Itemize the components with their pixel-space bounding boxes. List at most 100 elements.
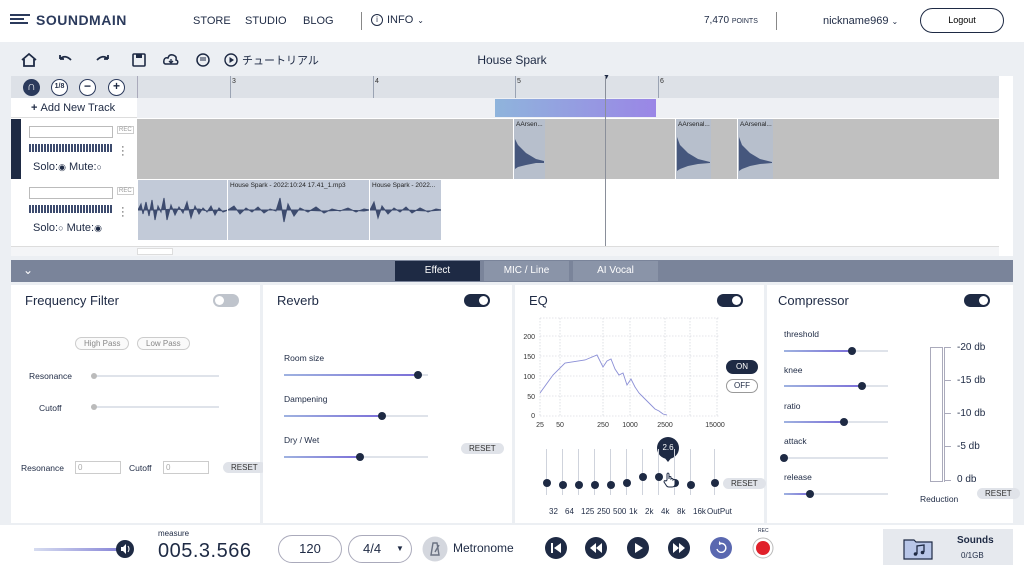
loop-lane[interactable] xyxy=(137,98,999,118)
mute-radio[interactable]: ◉ xyxy=(94,223,102,233)
eq-on-button[interactable]: ON xyxy=(726,360,758,374)
eq-band-slider[interactable] xyxy=(626,449,627,495)
magnet-icon[interactable]: ∩ xyxy=(23,79,40,96)
audio-clip[interactable]: AArsenal... xyxy=(737,119,773,179)
slider-knob[interactable] xyxy=(575,481,583,489)
slider-knob[interactable] xyxy=(806,490,814,498)
track-name-input[interactable] xyxy=(29,187,113,199)
slider-knob[interactable] xyxy=(655,473,663,481)
eq-band-slider[interactable] xyxy=(658,449,659,495)
zoom-out-button[interactable]: − xyxy=(79,79,96,96)
volume-meter[interactable] xyxy=(29,205,113,213)
time-signature-select[interactable]: 4/4 ▼ xyxy=(348,535,412,563)
freq-reset-button[interactable]: RESET xyxy=(223,462,266,473)
play-icon[interactable] xyxy=(627,537,649,559)
solo-radio[interactable]: ○ xyxy=(58,223,64,233)
compressor-reset-button[interactable]: RESET xyxy=(977,488,1020,499)
record-icon[interactable] xyxy=(752,537,774,559)
eq-band-slider[interactable] xyxy=(674,449,675,495)
metronome-icon[interactable] xyxy=(422,536,448,562)
reverb-toggle[interactable] xyxy=(464,294,490,307)
eq-reset-button[interactable]: RESET xyxy=(723,478,766,489)
slider-knob[interactable] xyxy=(91,404,97,410)
fast-forward-icon[interactable] xyxy=(668,537,690,559)
tab-effect[interactable]: Effect xyxy=(395,261,480,281)
eq-band-slider[interactable] xyxy=(610,449,611,495)
ratio-slider[interactable] xyxy=(784,418,888,426)
loop-icon[interactable] xyxy=(710,537,732,559)
eq-band-slider[interactable] xyxy=(594,449,595,495)
master-volume-slider[interactable] xyxy=(34,548,118,551)
resonance-slider[interactable] xyxy=(91,373,219,379)
attack-slider[interactable] xyxy=(780,454,888,462)
zoom-in-button[interactable]: + xyxy=(108,79,125,96)
eq-band-slider[interactable] xyxy=(562,449,563,495)
more-vertical-icon[interactable]: · · · xyxy=(121,141,125,161)
compressor-toggle[interactable] xyxy=(964,294,990,307)
tab-mic-line[interactable]: MIC / Line xyxy=(484,261,569,281)
snap-button[interactable]: 1/8 xyxy=(51,79,68,96)
nav-blog[interactable]: BLOG xyxy=(303,15,334,27)
threshold-slider[interactable] xyxy=(784,347,888,355)
release-slider[interactable] xyxy=(784,490,888,498)
home-icon[interactable] xyxy=(20,51,38,69)
undo-icon[interactable] xyxy=(56,51,74,69)
reverb-reset-button[interactable]: RESET xyxy=(461,443,504,454)
user-menu[interactable]: nickname969 ⌄ xyxy=(823,15,898,27)
cutoff-input[interactable]: 0 xyxy=(163,461,209,474)
knee-slider[interactable] xyxy=(784,382,888,390)
audio-clip[interactable]: AArsen... xyxy=(513,119,545,179)
audio-clip[interactable]: AArsenal... xyxy=(675,119,711,179)
slider-knob[interactable] xyxy=(559,481,567,489)
cutoff-slider[interactable] xyxy=(91,404,219,410)
eq-band-slider[interactable] xyxy=(546,449,547,495)
collapse-chevron-icon[interactable]: ⌄ xyxy=(23,263,34,277)
slider-knob[interactable] xyxy=(639,473,647,481)
bpm-input[interactable]: 120 xyxy=(278,535,342,563)
slider-knob[interactable] xyxy=(858,382,866,390)
logo[interactable]: SOUNDMAIN xyxy=(10,12,127,28)
nav-info[interactable]: i INFO ⌄ xyxy=(371,14,424,26)
mute-radio[interactable]: ○ xyxy=(96,162,102,172)
skip-back-icon[interactable] xyxy=(545,537,567,559)
eq-off-button[interactable]: OFF xyxy=(726,379,758,393)
slider-knob[interactable] xyxy=(377,412,386,420)
resonance-input[interactable]: 0 xyxy=(75,461,121,474)
room-size-slider[interactable] xyxy=(284,371,428,379)
track-name-input[interactable] xyxy=(29,126,113,138)
eq-toggle[interactable] xyxy=(717,294,743,307)
track-rec-badge[interactable]: REC xyxy=(117,126,134,134)
slider-knob[interactable] xyxy=(840,418,849,426)
eq-band-slider[interactable] xyxy=(578,449,579,495)
eq-band-slider[interactable] xyxy=(690,449,691,495)
slider-knob[interactable] xyxy=(91,373,97,379)
eq-band-slider[interactable] xyxy=(714,449,715,495)
track-lane[interactable]: AArsen... AArsenal... AArsenal... xyxy=(137,119,999,179)
solo-radio[interactable]: ◉ xyxy=(58,162,66,172)
audio-clip[interactable] xyxy=(137,180,227,240)
tab-ai-vocal[interactable]: AI Vocal xyxy=(573,261,658,281)
audio-clip[interactable]: House Spark - 2022:10:24 17.41_1.mp3 xyxy=(227,180,369,240)
track-lane[interactable]: House Spark - 2022:10:24 17.41_1.mp3 Hou… xyxy=(137,180,999,240)
eq-curve-chart[interactable]: 200 150 100 50 0 25 50 250 1000 2500 150… xyxy=(515,315,725,431)
low-pass-button[interactable]: Low Pass xyxy=(137,337,190,350)
playhead-marker-icon[interactable]: ▼ xyxy=(603,74,610,81)
more-vertical-icon[interactable]: · · · xyxy=(121,202,125,222)
slider-knob[interactable] xyxy=(543,479,551,487)
slider-knob[interactable] xyxy=(623,479,631,487)
slider-knob[interactable] xyxy=(711,479,719,487)
scrollbar-thumb[interactable] xyxy=(137,248,173,255)
sounds-button[interactable]: Sounds 0/1GB xyxy=(883,529,1013,565)
freq-filter-toggle[interactable] xyxy=(213,294,239,307)
tutorial-button[interactable]: チュートリアル xyxy=(224,52,319,68)
loop-region[interactable] xyxy=(495,99,656,117)
dampening-slider[interactable] xyxy=(284,412,428,420)
cloud-download-icon[interactable] xyxy=(162,51,180,69)
add-track-button[interactable]: + Add New Track xyxy=(11,98,137,118)
volume-meter[interactable] xyxy=(29,144,113,152)
horizontal-scrollbar[interactable] xyxy=(11,246,999,256)
timeline-ruler[interactable]: 3 4 5 6 ▼ xyxy=(137,74,999,98)
chat-icon[interactable] xyxy=(194,51,212,69)
slider-knob[interactable] xyxy=(780,454,788,462)
logout-button[interactable]: Logout xyxy=(920,8,1004,33)
